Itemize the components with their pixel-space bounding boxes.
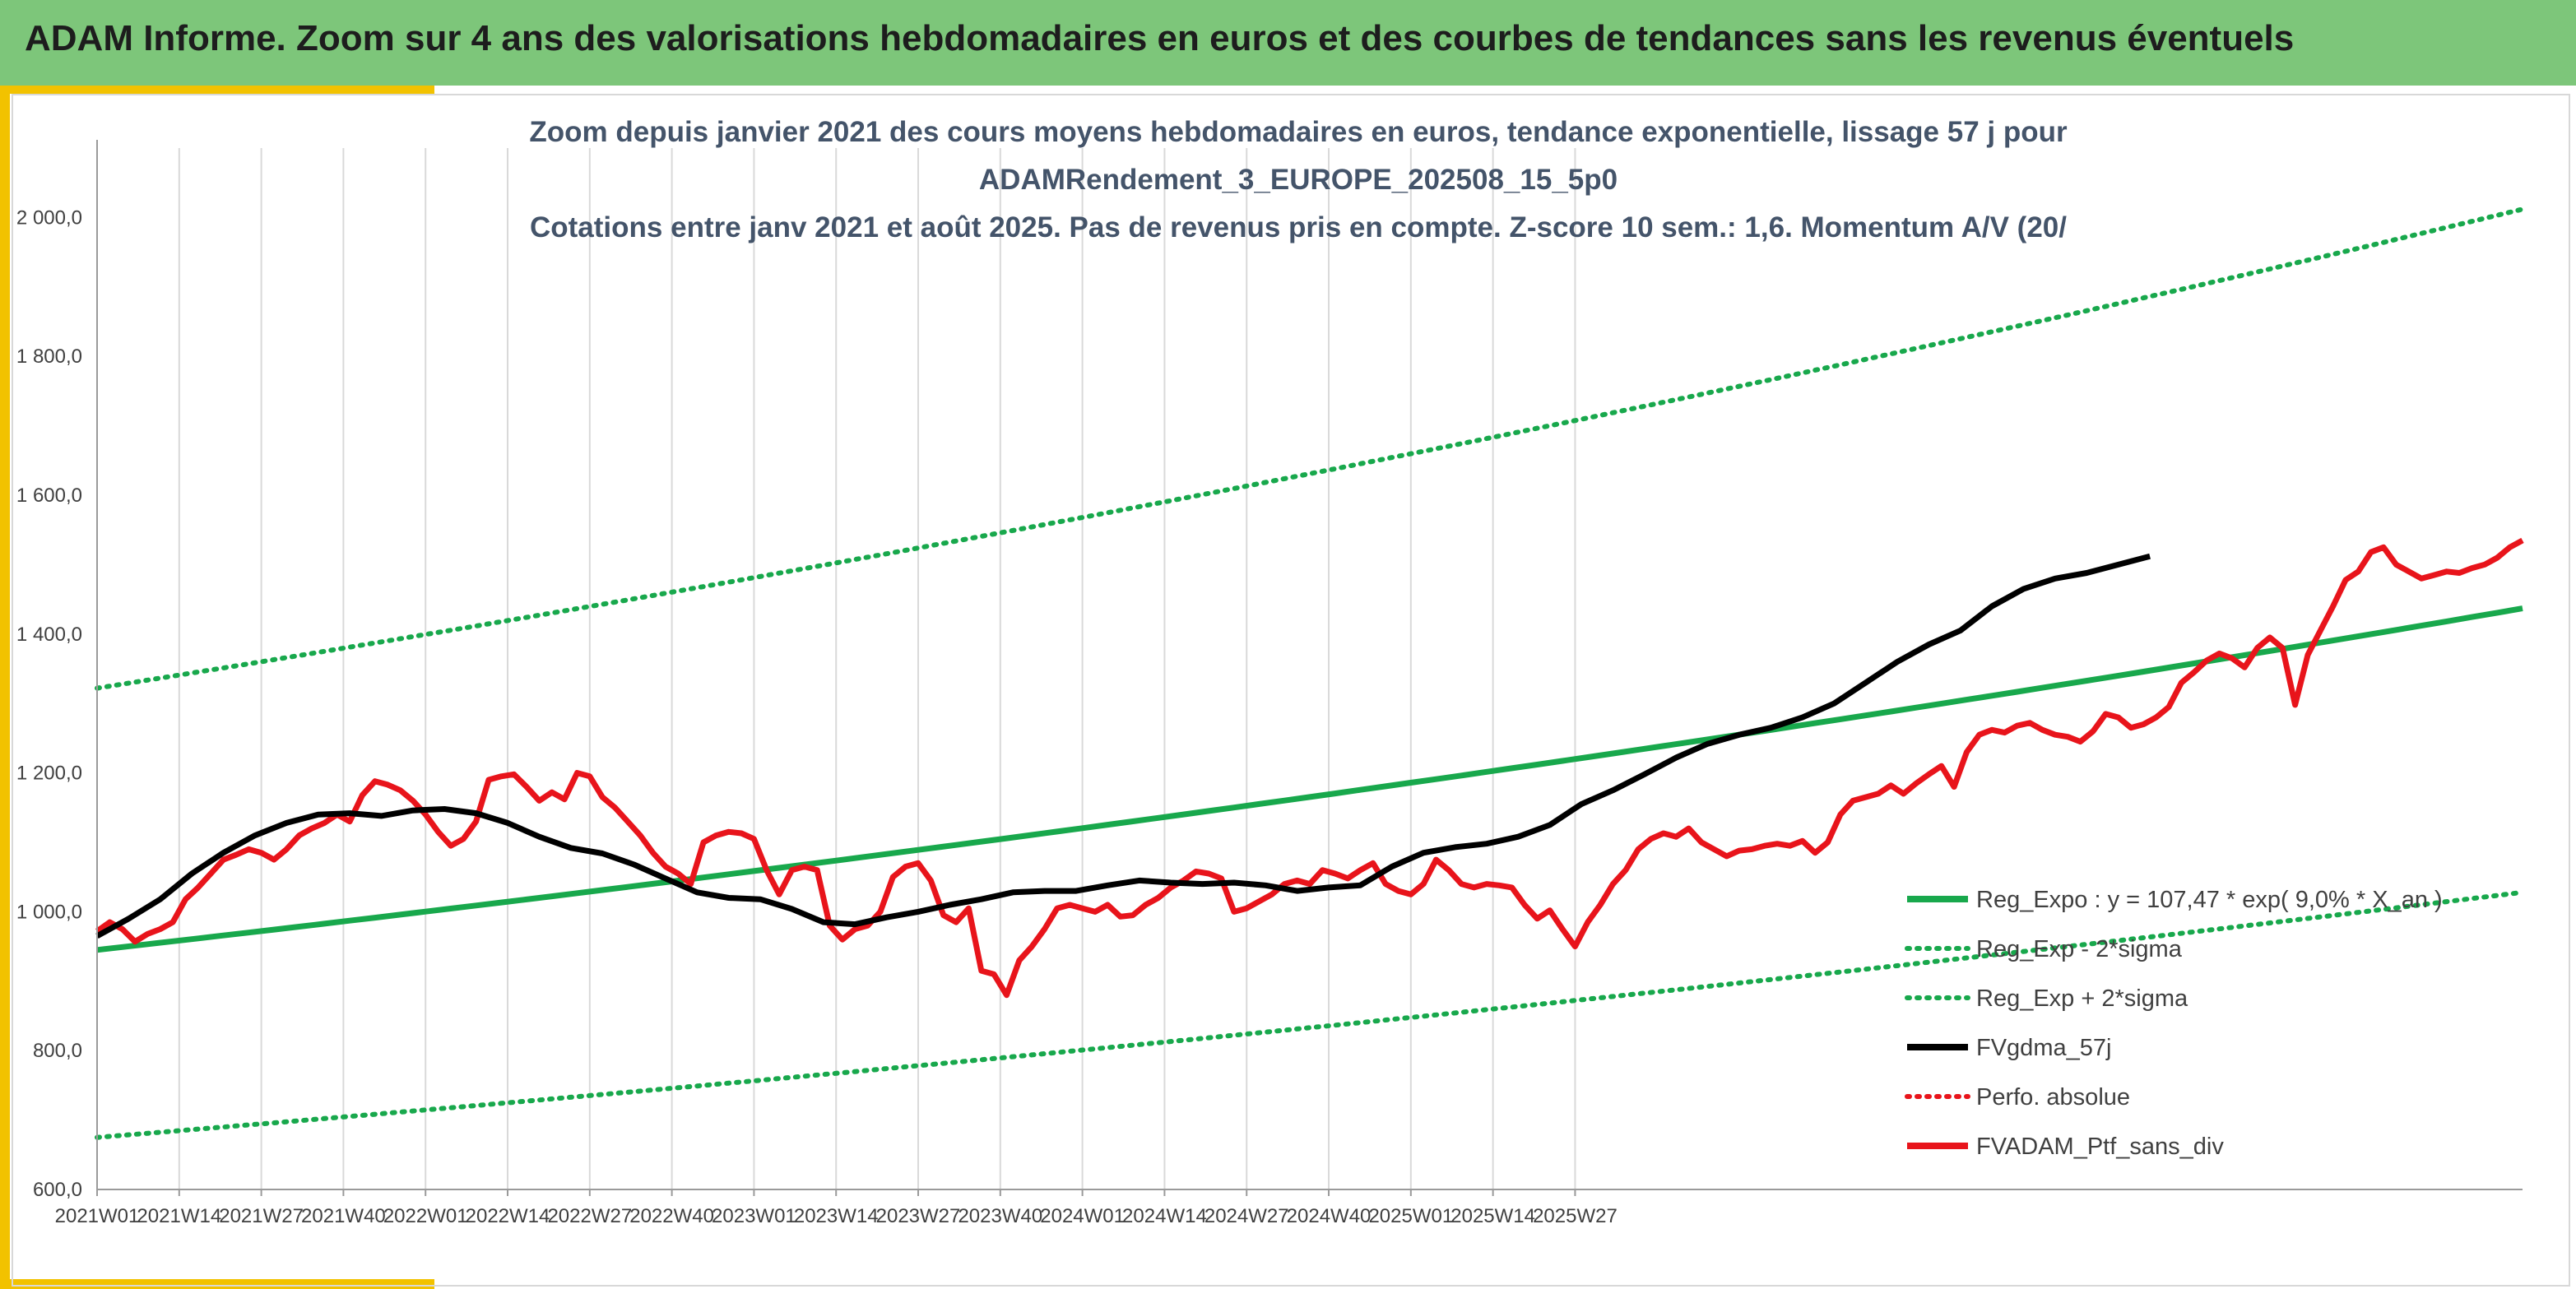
reg-exp-plus-2sigma-line [95,206,2525,691]
header-banner: ADAM Informe. Zoom sur 4 ans des valoris… [0,0,2576,86]
x-tick-label: 2022W27 [547,1205,632,1227]
accent-bar-left [0,86,10,1289]
accent-bar-top [0,86,434,94]
y-tick-label: 1 400,0 [16,624,82,646]
x-tick-label: 2023W27 [876,1205,961,1227]
x-tick-label: 2024W14 [1122,1205,1207,1227]
x-tick-label: 2023W40 [958,1205,1042,1227]
data-series [95,537,2524,999]
chart-title: Zoom depuis janvier 2021 des cours moyen… [529,116,2068,243]
x-tick-label: 2025W14 [1450,1205,1535,1227]
x-tick-label: 2022W40 [629,1205,714,1227]
y-tick-label: 600,0 [33,1179,82,1201]
fvgdma-57j-line [95,553,2151,939]
chart-title-line-2: ADAMRendement_3_EUROPE_202508_15_5p0 [979,164,1618,196]
legend: Reg_Expo : y = 107,47 * exp( 9,0% * X_an… [1905,887,2443,1160]
accent-bar-bottom [0,1279,434,1289]
legend-label: FVADAM_Ptf_sans_div [1976,1134,2224,1160]
x-tick-label: 2023W14 [794,1205,879,1227]
x-tick-label: 2021W14 [137,1205,221,1227]
y-tick-label: 1 800,0 [16,345,82,368]
x-tick-label: 2021W27 [219,1205,304,1227]
x-tick-label: 2025W01 [1368,1205,1453,1227]
x-tick-label: 2024W27 [1204,1205,1289,1227]
x-tick-label: 2022W01 [383,1205,468,1227]
reg-exp-minus-2sigma-line [95,889,2525,1140]
x-tick-label: 2024W01 [1040,1205,1125,1227]
fvadam-ptf-sans-div-line [95,537,2524,999]
chart-frame [12,94,2570,1287]
y-tick-label: 1 600,0 [16,485,82,507]
x-tick-label: 2022W14 [466,1205,550,1227]
y-tick-label: 2 000,0 [16,206,82,229]
legend-label: Reg_Exp + 2*sigma [1976,985,2188,1012]
x-tick-label: 2025W27 [1533,1205,1618,1227]
y-tick-label: 1 000,0 [16,901,82,923]
grid [178,148,1576,1189]
legend-label: Reg_Expo : y = 107,47 * exp( 9,0% * X_an… [1976,887,2443,913]
axes: 2021W012021W142021W272021W402022W012022W… [16,140,2523,1227]
x-tick-label: 2024W40 [1287,1205,1372,1227]
y-tick-label: 800,0 [33,1040,82,1062]
legend-label: Perfo. absolue [1976,1084,2130,1110]
y-tick-label: 1 200,0 [16,763,82,785]
reg-expo-line [96,605,2523,953]
banner-title: ADAM Informe. Zoom sur 4 ans des valoris… [25,18,2295,58]
chart-title-line-1: Zoom depuis janvier 2021 des cours moyen… [529,116,2068,148]
trend-lines [95,206,2525,1140]
legend-label: Reg_Exp - 2*sigma [1976,936,2183,962]
legend-label: FVgdma_57j [1976,1035,2111,1061]
chart-title-line-3: Cotations entre janv 2021 et août 2025. … [530,211,2067,243]
x-tick-label: 2023W01 [712,1205,796,1227]
x-tick-label: 2021W01 [55,1205,140,1227]
x-tick-label: 2021W40 [301,1205,386,1227]
